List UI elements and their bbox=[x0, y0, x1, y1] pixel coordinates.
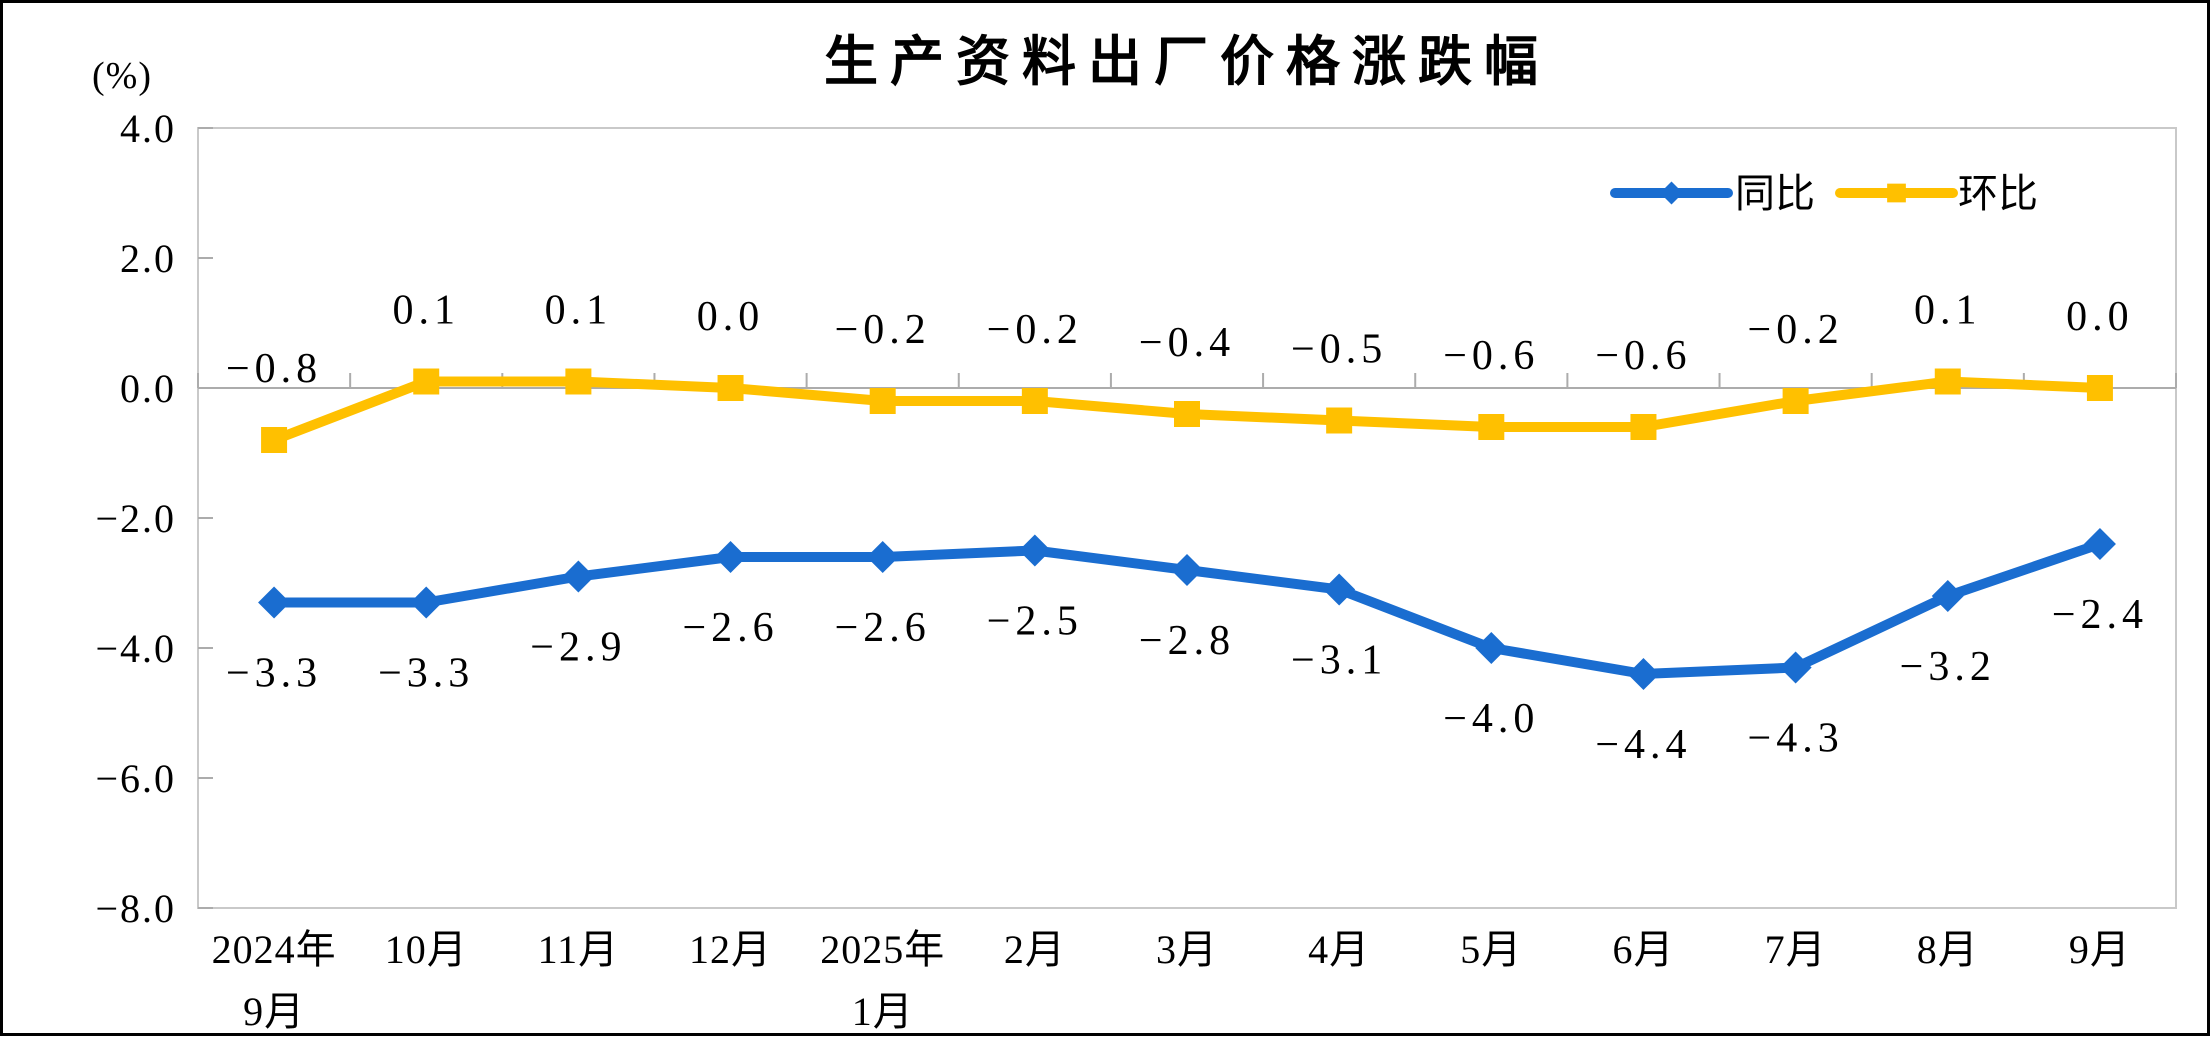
y-axis-tick-label: 2.0 bbox=[120, 236, 176, 281]
yoy-data-label: −2.8 bbox=[1139, 618, 1235, 664]
yoy-marker bbox=[2083, 528, 2116, 560]
mom-marker bbox=[869, 388, 896, 414]
mom-data-label: −0.5 bbox=[1291, 327, 1387, 373]
chart-title: 生产资料出厂价格涨跌幅 bbox=[824, 32, 1550, 92]
mom-marker bbox=[1021, 388, 1048, 414]
yoy-marker bbox=[1659, 181, 1684, 205]
x-axis-tick-label: 4月 bbox=[1308, 927, 1370, 972]
x-axis-tick-label: 3月 bbox=[1156, 927, 1218, 972]
mom-marker bbox=[261, 427, 288, 453]
yoy-data-label: −3.1 bbox=[1291, 638, 1387, 684]
x-axis-tick-label: 2025年 bbox=[820, 927, 945, 972]
x-axis-tick-label: 9月 bbox=[2069, 927, 2131, 972]
yoy-marker bbox=[258, 586, 291, 619]
x-axis-tick-label: 1月 bbox=[852, 989, 914, 1034]
yoy-data-label: −3.2 bbox=[1900, 644, 1996, 690]
yoy-data-label: −4.0 bbox=[1443, 696, 1539, 742]
yoy-data-label: −2.6 bbox=[682, 605, 778, 651]
x-axis-tick-label: 11月 bbox=[538, 927, 620, 972]
x-axis-tick-label: 8月 bbox=[1917, 927, 1979, 972]
yoy-marker bbox=[410, 586, 443, 619]
yoy-marker bbox=[1931, 580, 1964, 612]
y-axis-tick-label: −8.0 bbox=[95, 886, 176, 931]
yoy-marker bbox=[1323, 573, 1356, 606]
yoy-marker bbox=[1475, 632, 1508, 664]
mom-data-label: −0.6 bbox=[1443, 333, 1539, 379]
y-axis-tick-label: −6.0 bbox=[95, 756, 176, 801]
mom-marker bbox=[1934, 368, 1961, 395]
mom-marker bbox=[1478, 414, 1505, 440]
mom-data-label: 0.1 bbox=[1914, 288, 1982, 334]
mom-data-label: 0.1 bbox=[545, 288, 613, 334]
mom-marker bbox=[2086, 375, 2113, 401]
yoy-data-label: −2.4 bbox=[2052, 592, 2148, 638]
mom-marker bbox=[717, 375, 744, 401]
yoy-marker bbox=[1018, 534, 1051, 567]
mom-data-label: −0.2 bbox=[1748, 307, 1844, 353]
yoy-data-label: −2.9 bbox=[530, 625, 626, 671]
x-axis-tick-label: 10月 bbox=[385, 927, 468, 972]
x-axis-tick-label: 12月 bbox=[689, 927, 772, 972]
mom-data-label: 0.0 bbox=[2066, 294, 2134, 340]
mom-data-label: −0.8 bbox=[226, 346, 322, 392]
yoy-marker bbox=[1171, 554, 1203, 586]
mom-data-label: −0.2 bbox=[835, 307, 931, 353]
legend-label-yoy: 同比 bbox=[1735, 172, 1815, 216]
mom-data-label: −0.2 bbox=[987, 307, 1083, 353]
yoy-data-label: −2.6 bbox=[835, 605, 931, 651]
yoy-data-label: −3.3 bbox=[378, 651, 474, 697]
mom-marker bbox=[1782, 388, 1809, 414]
y-axis-tick-label: −2.0 bbox=[95, 496, 176, 541]
yoy-data-label: −4.4 bbox=[1595, 722, 1691, 768]
mom-marker bbox=[1174, 401, 1200, 427]
chart-generated-content: 4.0 2.0 0.0 −2.0 −4.0 −6.0 −8.0 2024年 9月 10月 11月 12… bbox=[95, 106, 2177, 1034]
x-axis-tick-label: 9月 bbox=[243, 989, 305, 1034]
yoy-marker bbox=[1779, 651, 1812, 684]
x-axis-tick-label: 2月 bbox=[1004, 927, 1066, 972]
x-axis-tick-label: 7月 bbox=[1765, 927, 1827, 972]
legend-label-mom: 环比 bbox=[1958, 172, 2038, 216]
yoy-marker bbox=[562, 560, 595, 593]
legend-item-yoy: 同比 bbox=[1610, 172, 1815, 216]
y-axis-unit-label: (%) bbox=[92, 55, 152, 97]
mom-marker bbox=[413, 368, 440, 395]
mom-data-label: −0.4 bbox=[1139, 320, 1235, 366]
yoy-data-label: −2.5 bbox=[987, 599, 1083, 645]
yoy-data-label: −4.3 bbox=[1748, 716, 1844, 762]
mom-data-label: −0.6 bbox=[1595, 333, 1691, 379]
yoy-marker bbox=[866, 541, 899, 573]
y-axis-tick-label: 0.0 bbox=[120, 366, 176, 411]
legend-item-mom: 环比 bbox=[1835, 172, 2038, 216]
x-axis-tick-label: 2024年 bbox=[212, 927, 337, 972]
yoy-marker bbox=[714, 541, 747, 573]
mom-data-label: 0.1 bbox=[392, 288, 460, 334]
plot-area-border bbox=[197, 127, 2177, 909]
chart-outer-frame bbox=[0, 0, 2210, 1036]
yoy-marker bbox=[1627, 658, 1660, 690]
x-axis-tick-label: 5月 bbox=[1460, 927, 1522, 972]
mom-marker bbox=[565, 368, 592, 395]
y-axis-tick-label: 4.0 bbox=[120, 106, 176, 151]
mom-marker bbox=[1630, 414, 1657, 440]
x-axis-tick-label: 6月 bbox=[1612, 927, 1674, 972]
mom-data-label: 0.0 bbox=[697, 294, 765, 340]
mom-marker bbox=[1326, 407, 1353, 434]
mom-marker bbox=[1887, 183, 1906, 203]
yoy-data-label: −3.3 bbox=[226, 651, 322, 697]
y-axis-tick-label: −4.0 bbox=[95, 626, 176, 671]
